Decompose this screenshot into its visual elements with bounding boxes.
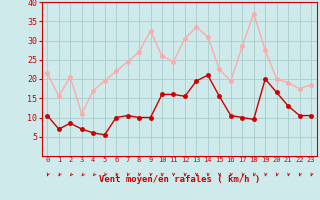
X-axis label: Vent moyen/en rafales ( km/h ): Vent moyen/en rafales ( km/h ) bbox=[99, 174, 260, 184]
